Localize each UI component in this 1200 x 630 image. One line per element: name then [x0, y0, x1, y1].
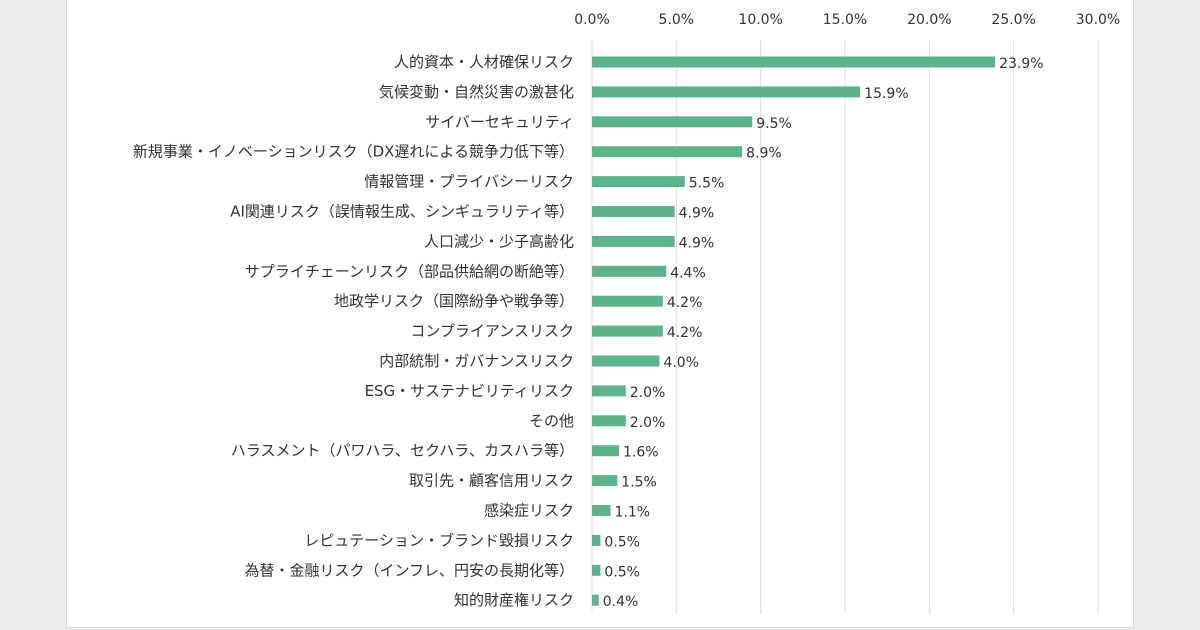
category-labels: 人的資本・人材確保リスク気候変動・自然災害の激甚化サイバーセキュリティ新規事業・…: [133, 53, 574, 609]
bar: [592, 295, 663, 307]
x-tick-label: 25.0%: [991, 12, 1035, 28]
category-label: コンプライアンスリスク: [410, 322, 574, 340]
category-label: 人口減少・少子高齢化: [424, 232, 574, 250]
value-labels: 23.9% 15.9% 9.5% 8.9% 5.5% 4.9% 4.9% 4.4% 4.2% 4.…: [603, 56, 1044, 610]
bar: [592, 325, 663, 337]
bar: [592, 146, 743, 158]
category-label: ESG・サステナビリティリスク: [365, 382, 574, 400]
category-label: 地政学リスク（国際紛争や戦争等）: [334, 292, 574, 310]
x-axis-ticks: 0.0% 5.0% 10.0% 15.0% 20.0% 25.0% 30.0%: [574, 12, 1120, 28]
value-label: 1.6%: [623, 445, 659, 461]
x-tick-label: 5.0%: [659, 12, 695, 28]
category-label: 取引先・顧客信用リスク: [409, 472, 574, 490]
category-label: 知的財産権リスク: [454, 591, 574, 609]
value-label: 1.1%: [615, 505, 651, 521]
category-label: その他: [529, 412, 574, 430]
bar: [592, 86, 861, 98]
category-label: サイバーセキュリティ: [425, 113, 574, 131]
bar: [592, 56, 996, 68]
bar: [592, 206, 675, 217]
value-label: 4.4%: [670, 265, 706, 281]
category-label: AI関連リスク（誤情報生成、シンギュラリティ等）: [230, 203, 574, 221]
category-label: 感染症リスク: [484, 502, 574, 520]
category-label: 情報管理・プライバシーリスク: [364, 173, 574, 191]
value-label: 2.0%: [630, 415, 666, 431]
value-label: 0.5%: [604, 564, 640, 580]
value-label: 9.5%: [756, 116, 792, 132]
value-label: 15.9%: [864, 86, 908, 102]
value-label: 4.9%: [679, 206, 715, 222]
value-label: 0.4%: [603, 594, 639, 610]
x-tick-label: 20.0%: [907, 12, 951, 28]
value-label: 0.5%: [604, 534, 640, 550]
x-tick-label: 10.0%: [738, 12, 782, 28]
value-label: 1.5%: [621, 475, 657, 491]
chart-panel: [66, 0, 1134, 628]
category-label: ハラスメント（パワハラ、セクハラ、カスハラ等）: [231, 442, 574, 460]
bar: [592, 116, 753, 128]
category-label: 気候変動・自然災害の激甚化: [379, 83, 574, 101]
bar: [592, 265, 667, 277]
bar: [592, 475, 618, 487]
bar: [592, 505, 611, 516]
value-label: 4.2%: [667, 325, 703, 341]
value-label: 4.2%: [667, 295, 703, 311]
x-tick-label: 15.0%: [823, 12, 867, 28]
bar: [592, 415, 626, 427]
bar: [592, 445, 619, 457]
value-label: 2.0%: [630, 385, 666, 401]
bar: [592, 594, 599, 606]
category-label: レピュテーション・ブランド毀損リスク: [304, 531, 574, 549]
category-label: 為替・金融リスク（インフレ、円安の長期化等）: [244, 561, 574, 579]
bar: [592, 176, 685, 188]
x-tick-label: 30.0%: [1076, 12, 1120, 28]
bars: [592, 56, 996, 606]
bar: [592, 534, 601, 546]
value-label: 23.9%: [999, 56, 1043, 72]
bar: [592, 235, 675, 247]
bar: [592, 385, 626, 397]
x-tick-label: 0.0%: [574, 12, 610, 28]
value-label: 5.5%: [689, 176, 725, 192]
category-label: 内部統制・ガバナンスリスク: [379, 352, 574, 370]
value-label: 4.0%: [663, 355, 699, 371]
bar: [592, 355, 660, 367]
bar: [592, 564, 601, 576]
category-label: 人的資本・人材確保リスク: [394, 53, 574, 71]
category-label: サプライチェーンリスク（部品供給網の断絶等）: [245, 262, 574, 280]
value-label: 4.9%: [679, 235, 715, 251]
category-label: 新規事業・イノベーションリスク（DX遅れによる競争力低下等）: [133, 143, 574, 161]
value-label: 8.9%: [746, 146, 782, 162]
